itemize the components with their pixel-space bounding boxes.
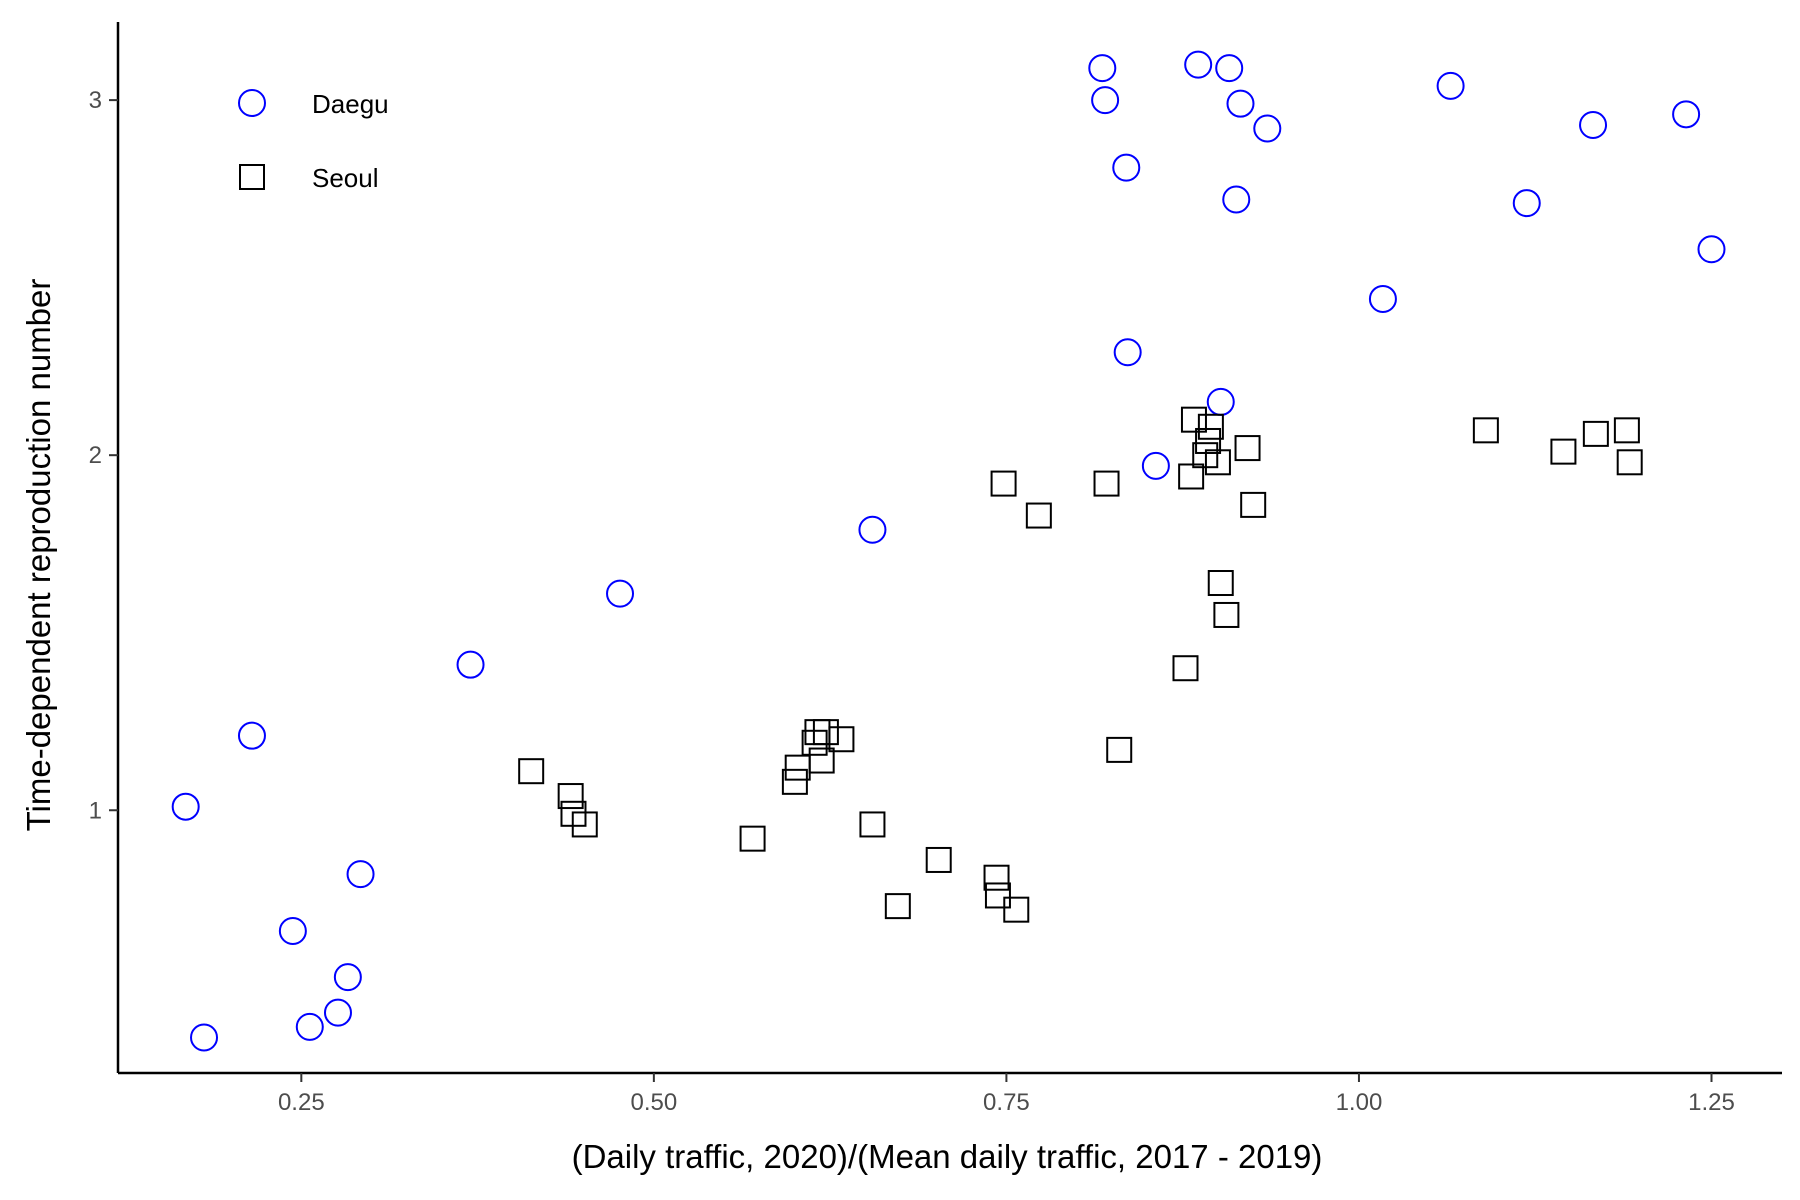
point-seoul — [1003, 896, 1030, 923]
x-tick-label: 0.25 — [278, 1089, 325, 1116]
point-daegu — [456, 650, 485, 679]
legend: Daegu Seoul — [238, 89, 389, 193]
point-daegu — [606, 579, 635, 608]
point-daegu — [190, 1023, 219, 1052]
point-seoul — [990, 470, 1017, 497]
point-seoul — [983, 864, 1010, 891]
point-seoul — [984, 882, 1011, 909]
x-tick-label: 1.25 — [1688, 1089, 1735, 1116]
x-tick-label: 1.00 — [1336, 1089, 1383, 1116]
point-seoul — [1213, 601, 1240, 628]
legend-label-daegu: Daegu — [312, 89, 389, 119]
point-daegu — [1091, 86, 1120, 115]
point-seoul — [1178, 463, 1205, 490]
point-daegu — [1215, 54, 1244, 83]
point-seoul — [571, 811, 598, 838]
point-daegu — [1579, 110, 1608, 139]
point-daegu — [1141, 451, 1170, 480]
point-seoul — [518, 758, 545, 785]
x-tick-label: 0.50 — [631, 1089, 678, 1116]
point-daegu — [278, 916, 307, 945]
point-daegu — [1368, 284, 1397, 313]
point-seoul — [1240, 491, 1267, 518]
point-seoul — [808, 747, 835, 774]
point-daegu — [323, 998, 352, 1027]
point-daegu — [333, 963, 362, 992]
legend-marker-seoul — [239, 164, 265, 190]
point-seoul — [828, 726, 855, 753]
point-daegu — [295, 1012, 324, 1041]
point-seoul — [1582, 420, 1609, 447]
point-daegu — [1436, 71, 1465, 100]
y-tick-label: 1 — [89, 797, 102, 824]
point-seoul — [859, 811, 886, 838]
point-seoul — [1204, 449, 1231, 476]
point-seoul — [1550, 438, 1577, 465]
point-seoul — [925, 846, 952, 873]
ticks-layer: 0.25 0.50 0.75 1.00 1.25 1 2 3 — [89, 87, 1735, 1116]
x-axis-title: (Daily traffic, 2020)/(Mean daily traffi… — [572, 1138, 1323, 1175]
y-tick-label: 2 — [89, 442, 102, 469]
y-tick-label: 3 — [89, 87, 102, 114]
point-seoul — [1025, 502, 1052, 529]
point-daegu — [1226, 89, 1255, 118]
point-seoul — [739, 825, 766, 852]
point-daegu — [237, 721, 266, 750]
y-axis-title: Time-dependent reproduction number — [20, 279, 57, 832]
point-daegu — [1184, 50, 1213, 79]
point-seoul — [1616, 449, 1643, 476]
point-seoul — [1172, 655, 1199, 682]
point-seoul — [781, 768, 808, 795]
point-seoul — [557, 783, 584, 810]
axes-layer — [116, 22, 1782, 1075]
point-daegu — [1088, 54, 1117, 83]
point-seoul — [1180, 406, 1207, 433]
point-daegu — [1113, 338, 1142, 367]
point-seoul — [1472, 417, 1499, 444]
legend-marker-daegu — [238, 89, 266, 117]
point-seoul — [1195, 427, 1222, 454]
point-daegu — [346, 860, 375, 889]
point-daegu — [1697, 235, 1726, 264]
point-daegu — [171, 792, 200, 821]
point-daegu — [1253, 114, 1282, 143]
point-seoul — [1234, 435, 1261, 462]
point-seoul — [1207, 570, 1234, 597]
x-tick-label: 0.75 — [983, 1089, 1030, 1116]
point-daegu — [1112, 153, 1141, 182]
point-seoul — [1093, 470, 1120, 497]
legend-label-seoul: Seoul — [312, 163, 379, 193]
point-seoul — [1613, 417, 1640, 444]
point-daegu — [858, 515, 887, 544]
point-seoul — [1106, 736, 1133, 763]
point-daegu — [1222, 185, 1251, 214]
points-layer — [171, 50, 1726, 1052]
point-seoul — [1197, 413, 1224, 440]
point-daegu — [1512, 189, 1541, 218]
point-daegu — [1672, 100, 1701, 129]
point-seoul — [884, 893, 911, 920]
point-seoul — [812, 719, 839, 746]
